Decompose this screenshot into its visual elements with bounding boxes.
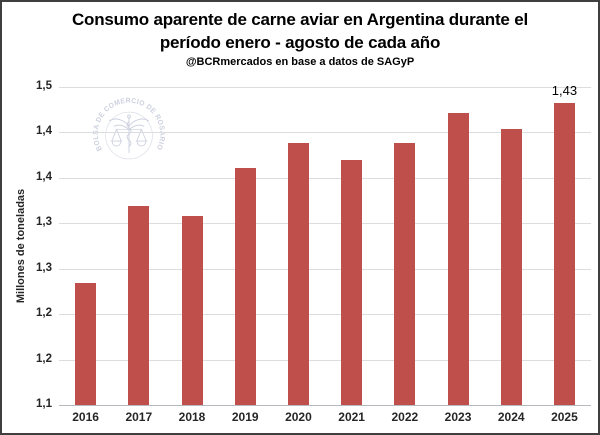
bars-container: 1,43 bbox=[59, 83, 591, 405]
bar-slot-2025: 1,43 bbox=[538, 83, 591, 405]
x-tick-label-2024: 2024 bbox=[497, 410, 525, 424]
y-tick-label: 1,4 bbox=[36, 170, 52, 183]
bar-2020 bbox=[287, 142, 309, 405]
x-tick-label-2021: 2021 bbox=[338, 410, 365, 424]
scales-icon bbox=[110, 128, 148, 147]
gridline bbox=[59, 223, 591, 225]
y-tick-label: 1,2 bbox=[36, 307, 52, 320]
chart-title-line2: período enero - agosto de cada año bbox=[159, 33, 441, 52]
bar-slot-2017 bbox=[112, 87, 165, 405]
x-tick-label-2020: 2020 bbox=[285, 410, 312, 424]
bar-slot-2020 bbox=[272, 87, 325, 405]
bcr-rosario-seal-watermark: BOLSA DE COMERCIO DE ROSARIO bbox=[92, 97, 166, 160]
gridline bbox=[59, 268, 591, 270]
bar-slot-2022 bbox=[378, 87, 431, 405]
caduceus-icon bbox=[109, 114, 149, 154]
y-tick-label: 1,3 bbox=[36, 261, 52, 274]
bar-2018 bbox=[181, 215, 203, 405]
plot-area: 1,43 bbox=[59, 83, 591, 406]
gridline bbox=[59, 314, 591, 316]
bar-slot-2023 bbox=[431, 87, 484, 405]
chart-title: Consumo aparente de carne aviar en Argen… bbox=[2, 8, 598, 54]
y-tick-label: 1,1 bbox=[36, 398, 52, 410]
bar-2022 bbox=[394, 143, 416, 405]
x-axis-line bbox=[59, 405, 591, 406]
gridline bbox=[59, 177, 591, 179]
gridline bbox=[59, 87, 591, 88]
x-tick-label-2017: 2017 bbox=[125, 410, 153, 424]
bar-2017 bbox=[128, 205, 150, 405]
x-tick-labels: 2016 2017 2018 2019 2020 2021 2022 2023 2024 2025 bbox=[59, 410, 591, 424]
bar-slot-2016 bbox=[59, 87, 112, 405]
x-tick-label-2016: 2016 bbox=[72, 410, 99, 424]
y-tick-label: 1,2 bbox=[36, 352, 52, 365]
data-label-2025: 1,43 bbox=[551, 82, 578, 98]
y-tick-label: 1,5 bbox=[36, 80, 52, 92]
bar-slot-2024 bbox=[485, 87, 538, 405]
x-tick-label-2019: 2019 bbox=[231, 410, 259, 424]
y-axis-title: Millones de toneladas bbox=[15, 188, 27, 304]
y-tick-label: 1,4 bbox=[36, 125, 52, 138]
bar-2025 bbox=[553, 102, 575, 405]
bar-slot-2019 bbox=[219, 87, 272, 405]
gridline bbox=[59, 132, 591, 134]
bar-2019 bbox=[234, 168, 256, 405]
x-tick-label-2018: 2018 bbox=[178, 410, 206, 424]
bar-2023 bbox=[447, 113, 469, 405]
chart-title-line1: Consumo aparente de carne aviar en Argen… bbox=[71, 10, 528, 29]
gridline bbox=[59, 359, 591, 361]
bar-slot-2021 bbox=[325, 87, 378, 405]
chart-subtitle: @BCRmercados en base a datos de SAGyP bbox=[185, 56, 415, 68]
bar-2021 bbox=[341, 160, 363, 405]
bar-slot-2018 bbox=[165, 87, 218, 405]
x-tick-label-2022: 2022 bbox=[391, 410, 419, 424]
x-tick-label-2025: 2025 bbox=[551, 410, 578, 424]
bar-2016 bbox=[75, 282, 97, 405]
x-tick-label-2023: 2023 bbox=[444, 410, 472, 424]
seal-inner-circle bbox=[105, 111, 153, 160]
bar-2024 bbox=[500, 129, 522, 405]
y-tick-label: 1,3 bbox=[36, 216, 52, 229]
